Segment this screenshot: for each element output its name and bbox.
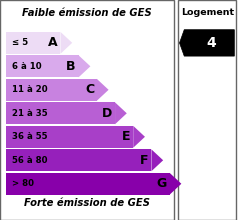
Text: A: A [48,36,58,49]
Text: G: G [156,177,167,190]
Text: 6 à 10: 6 à 10 [12,62,42,71]
Bar [0,0,174,220]
Bar [6,55,79,77]
Polygon shape [97,79,108,101]
Text: 4: 4 [207,36,216,50]
Polygon shape [170,173,181,195]
Text: Logement: Logement [181,8,234,17]
Text: ≤ 5: ≤ 5 [12,38,28,47]
Bar [6,32,60,54]
Bar [6,149,151,171]
Text: Forte émission de GES: Forte émission de GES [24,198,150,208]
Bar [178,0,236,220]
Bar [6,79,97,101]
Polygon shape [115,102,127,124]
Text: 21 à 35: 21 à 35 [12,109,48,118]
Bar [6,102,115,124]
Polygon shape [133,126,145,148]
Polygon shape [151,149,163,171]
Text: D: D [102,107,112,120]
Polygon shape [79,55,90,77]
Text: Faible émission de GES: Faible émission de GES [22,8,152,18]
Text: 56 à 80: 56 à 80 [12,156,47,165]
Text: 36 à 55: 36 à 55 [12,132,47,141]
Bar [6,126,133,148]
Polygon shape [180,30,234,56]
Text: C: C [85,83,94,96]
Polygon shape [60,32,72,54]
Text: > 80: > 80 [12,179,34,188]
Bar [6,173,170,195]
Text: F: F [140,154,149,167]
Text: B: B [66,60,76,73]
Text: 11 à 20: 11 à 20 [12,85,48,94]
Text: E: E [122,130,130,143]
